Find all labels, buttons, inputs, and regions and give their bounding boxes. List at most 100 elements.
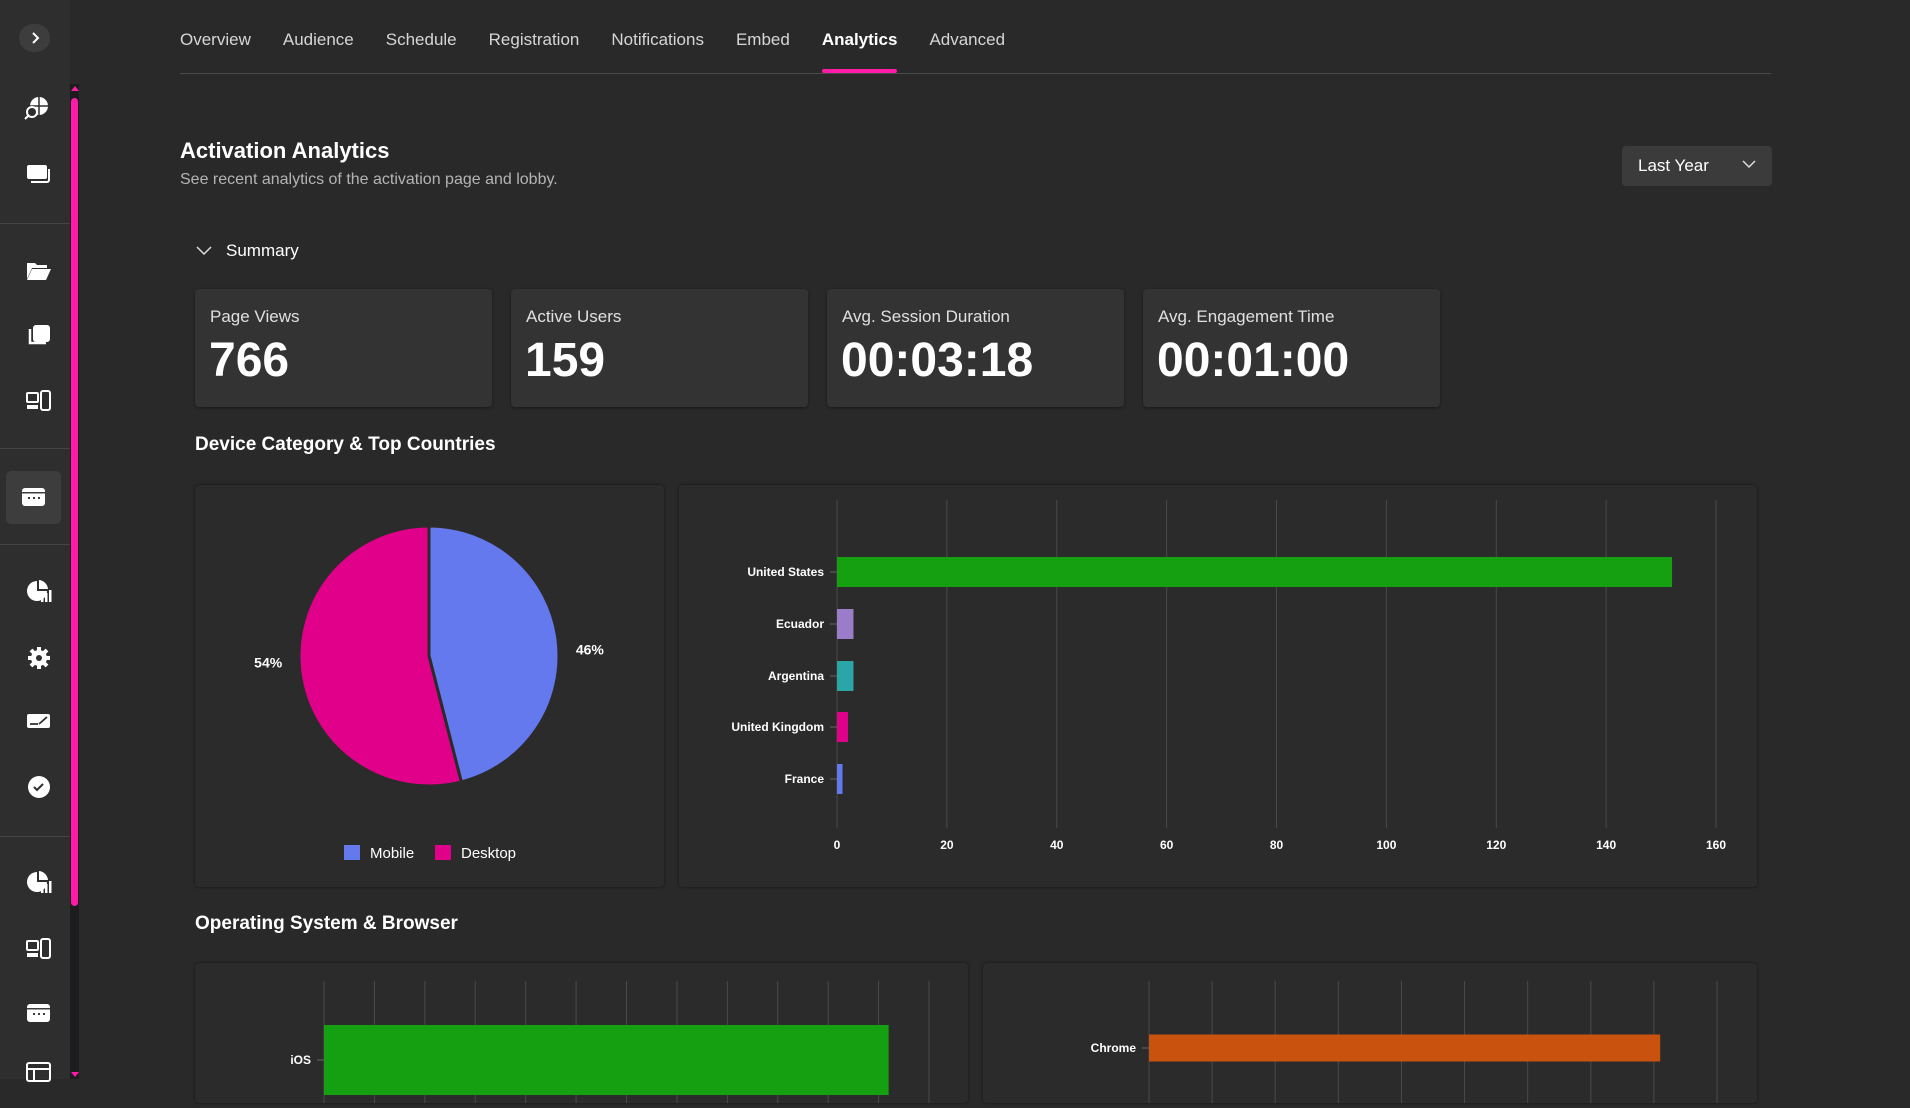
devices-icon bbox=[26, 938, 51, 959]
metric-value: 159 bbox=[525, 334, 606, 387]
x-tick-label: 40 bbox=[1050, 838, 1064, 852]
sidebar-scrollbar-thumb[interactable] bbox=[71, 98, 78, 906]
x-tick-label: 160 bbox=[1706, 838, 1726, 852]
date-range-value: Last Year bbox=[1638, 156, 1709, 175]
y-tick-label: France bbox=[785, 772, 825, 786]
sidebar-divider bbox=[0, 836, 70, 837]
bar-france bbox=[837, 764, 843, 794]
device-pie-chart: 46% 54% Mobile Desktop bbox=[254, 524, 605, 862]
folder-open-icon bbox=[27, 263, 51, 280]
section-title-os: Operating System & Browser bbox=[195, 913, 458, 934]
sidebar-divider bbox=[0, 448, 70, 449]
pie-label: 46% bbox=[576, 642, 605, 658]
sidebar-item-gear[interactable] bbox=[22, 643, 56, 673]
copy-pages-icon bbox=[28, 325, 50, 345]
scroll-up-arrow[interactable] bbox=[71, 86, 79, 91]
pie-chart-analytics-icon bbox=[27, 580, 52, 602]
metric-label: Avg. Engagement Time bbox=[1158, 307, 1335, 326]
section-title-device: Device Category & Top Countries bbox=[195, 434, 496, 455]
y-tick-label: Argentina bbox=[768, 669, 824, 683]
tab-notifications[interactable]: Notifications bbox=[611, 30, 704, 49]
summary-toggle[interactable]: Summary bbox=[196, 241, 299, 261]
pie-slice-desktop bbox=[297, 524, 464, 788]
metric-value: 766 bbox=[209, 334, 290, 387]
tab-schedule[interactable]: Schedule bbox=[385, 30, 457, 49]
y-tick-label: United States bbox=[747, 565, 824, 579]
sidebar-item-folder-open[interactable] bbox=[22, 255, 56, 285]
countries-bar-chart: 0 20 40 60 80 100 120 140 160 United States Ecuado… bbox=[731, 500, 1726, 852]
tab-overview[interactable]: Overview bbox=[180, 30, 251, 49]
legend-label: Mobile bbox=[370, 845, 414, 862]
check-circle-icon bbox=[28, 776, 50, 798]
x-tick-label: 140 bbox=[1596, 838, 1616, 852]
sidebar-divider bbox=[0, 544, 70, 545]
summary-label: Summary bbox=[226, 241, 299, 260]
tab-bar: Overview Audience Schedule Registration Noti… bbox=[180, 30, 1037, 73]
table-icon bbox=[26, 1062, 51, 1082]
y-tick-label: United Kingdom bbox=[731, 720, 824, 734]
page-title: Activation Analytics bbox=[180, 138, 390, 163]
sidebar-item-pie-chart-analytics[interactable] bbox=[22, 868, 56, 898]
pie-chart-analytics-icon bbox=[27, 871, 52, 893]
devices-icon bbox=[26, 390, 51, 411]
sidebar bbox=[0, 0, 70, 1082]
tab-advanced[interactable]: Advanced bbox=[929, 30, 1006, 49]
globe-search-icon bbox=[24, 97, 48, 120]
scroll-down-arrow[interactable] bbox=[71, 1072, 79, 1077]
tab-analytics[interactable]: Analytics bbox=[821, 30, 897, 73]
tab-registration[interactable]: Registration bbox=[488, 30, 580, 49]
x-tick-label: 20 bbox=[940, 838, 954, 852]
bar-united-states bbox=[837, 557, 1673, 587]
browser-bar-panel: Chrome bbox=[983, 963, 1757, 1108]
sidebar-item-calendar[interactable] bbox=[6, 470, 61, 524]
expand-sidebar-button[interactable] bbox=[19, 24, 50, 52]
os-bar-panel: iOS bbox=[195, 963, 968, 1108]
metric-label: Avg. Session Duration bbox=[842, 307, 1010, 326]
countries-bar-panel: 0 20 40 60 80 100 120 140 160 United States Ecuado… bbox=[679, 485, 1757, 887]
bar-chrome bbox=[1149, 1034, 1661, 1062]
metric-value: 00:01:00 bbox=[1157, 334, 1350, 387]
metric-card: Avg. Session Duration 00:03:18 bbox=[827, 289, 1124, 407]
sidebar-item-devices[interactable] bbox=[22, 934, 56, 964]
sidebar-item-table[interactable] bbox=[22, 1057, 56, 1087]
os-bar-chart: iOS bbox=[290, 981, 930, 1108]
y-tick-label: iOS bbox=[290, 1053, 311, 1067]
calendar-icon bbox=[21, 488, 45, 506]
tab-embed[interactable]: Embed bbox=[735, 30, 790, 49]
page-subtitle: See recent analytics of the activation p… bbox=[180, 171, 558, 188]
metric-label: Active Users bbox=[526, 307, 622, 326]
metric-card: Active Users 159 bbox=[511, 289, 808, 407]
legend-label: Desktop bbox=[461, 845, 516, 862]
metric-value: 00:03:18 bbox=[841, 334, 1034, 387]
sidebar-item-pie-chart-analytics[interactable] bbox=[22, 577, 56, 607]
sidebar-item-copy-pages[interactable] bbox=[22, 320, 56, 350]
sidebar-item-signature[interactable] bbox=[22, 706, 56, 736]
device-pie-panel: 46% 54% Mobile Desktop bbox=[195, 485, 664, 887]
tab-audience[interactable]: Audience bbox=[282, 30, 354, 49]
sidebar-item-calendar[interactable] bbox=[22, 998, 56, 1028]
bar-united-kingdom bbox=[837, 712, 848, 742]
chevron-right-icon bbox=[31, 32, 39, 44]
bar-ios bbox=[324, 1025, 889, 1095]
metric-card: Avg. Engagement Time 00:01:00 bbox=[1143, 289, 1440, 407]
x-tick-label: 120 bbox=[1486, 838, 1506, 852]
legend-swatch bbox=[435, 845, 451, 860]
metric-label: Page Views bbox=[210, 307, 300, 326]
x-tick-label: 100 bbox=[1376, 838, 1396, 852]
y-tick-label: Chrome bbox=[1091, 1041, 1137, 1055]
stacked-windows-icon bbox=[27, 165, 50, 183]
sidebar-divider bbox=[0, 223, 70, 224]
legend-swatch bbox=[344, 845, 360, 860]
sidebar-item-globe-search[interactable] bbox=[22, 93, 56, 123]
x-tick-label: 80 bbox=[1270, 838, 1284, 852]
gear-icon bbox=[28, 647, 50, 669]
sidebar-item-check-circle[interactable] bbox=[22, 772, 56, 802]
pie-label: 54% bbox=[254, 654, 283, 670]
x-tick-label: 60 bbox=[1160, 838, 1174, 852]
pie-slice-mobile bbox=[427, 524, 561, 784]
sidebar-item-devices[interactable] bbox=[22, 386, 56, 416]
x-tick-label: 0 bbox=[834, 838, 841, 852]
metric-card: Page Views 766 bbox=[195, 289, 492, 407]
date-range-dropdown[interactable]: Last Year bbox=[1622, 146, 1772, 186]
sidebar-item-stacked-windows[interactable] bbox=[22, 159, 56, 189]
